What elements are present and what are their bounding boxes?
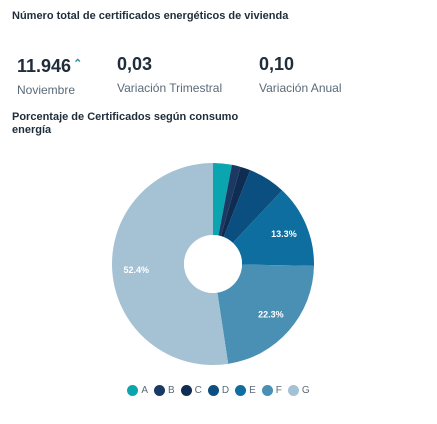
kpi-quarterly-value: 0,03 bbox=[117, 54, 153, 74]
slice-G[interactable] bbox=[111, 163, 229, 366]
legend-label: D bbox=[221, 385, 230, 396]
legend-item-F[interactable]: F bbox=[261, 385, 282, 396]
kpi-title: Número total de certificados energéticos… bbox=[12, 10, 289, 22]
trend-up-icon: ⌃ bbox=[73, 58, 83, 70]
legend-label: E bbox=[249, 385, 256, 396]
slice-A[interactable] bbox=[213, 163, 232, 236]
legend-dot-icon bbox=[153, 385, 165, 396]
kpi-quarterly-label: Variación Trimestral bbox=[117, 81, 223, 95]
slice-C[interactable] bbox=[220, 166, 251, 238]
kpi-annual-value: 0,10 bbox=[259, 54, 295, 74]
legend-dot-icon bbox=[235, 385, 247, 396]
legend-item-D[interactable]: D bbox=[207, 385, 230, 396]
donut-hole bbox=[184, 235, 242, 293]
legend-label: F bbox=[275, 385, 282, 396]
kpi-annual: 0,10 Variación Anual bbox=[259, 53, 342, 95]
kpi-total: 11.946 ⌃ Noviembre bbox=[17, 53, 82, 97]
legend-item-G[interactable]: G bbox=[287, 385, 310, 396]
legend-dot-icon bbox=[287, 385, 299, 396]
legend-dot-icon bbox=[261, 385, 273, 396]
slice-F[interactable] bbox=[217, 264, 314, 364]
chart-legend: A B C D E F G bbox=[0, 385, 437, 396]
data-label-G: 52.4% bbox=[123, 265, 149, 275]
chart-title: Porcentaje de Certificados según consumo… bbox=[12, 111, 239, 136]
kpi-total-number: 11.946 bbox=[17, 56, 72, 76]
legend-label: C bbox=[194, 385, 202, 396]
slice-D[interactable] bbox=[223, 170, 283, 243]
legend-dot-icon bbox=[127, 385, 139, 396]
legend-label: B bbox=[167, 385, 175, 396]
data-label-E: 13.3% bbox=[271, 229, 297, 239]
slice-E[interactable] bbox=[232, 190, 314, 266]
legend-label: G bbox=[301, 385, 310, 396]
legend-item-E[interactable]: E bbox=[235, 385, 256, 396]
kpi-total-value: 11.946 ⌃ bbox=[17, 53, 82, 77]
kpi-annual-label: Variación Anual bbox=[259, 81, 342, 95]
data-label-F: 22.3% bbox=[258, 310, 284, 320]
legend-label: A bbox=[141, 385, 148, 396]
legend-item-B[interactable]: B bbox=[153, 385, 175, 396]
legend-item-A[interactable]: A bbox=[127, 385, 148, 396]
slice-B[interactable] bbox=[218, 164, 241, 237]
kpi-total-label: Noviembre bbox=[17, 83, 76, 97]
legend-item-C[interactable]: C bbox=[180, 385, 202, 396]
kpi-quarterly: 0,03 Variación Trimestral bbox=[117, 53, 222, 95]
legend-dot-icon bbox=[207, 385, 219, 396]
legend-dot-icon bbox=[180, 385, 192, 396]
